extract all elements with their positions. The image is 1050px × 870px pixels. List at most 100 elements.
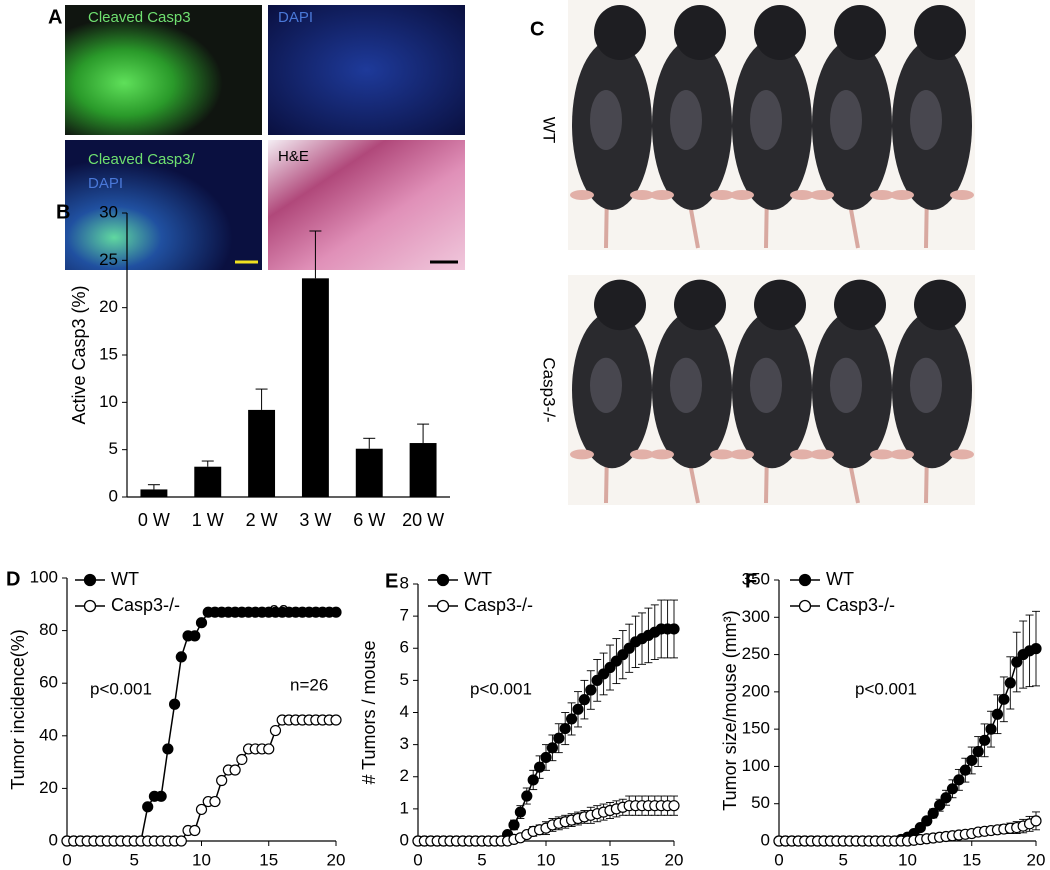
x-tick-label: 0	[774, 850, 783, 869]
point	[972, 745, 984, 758]
paw	[570, 449, 594, 460]
point	[940, 792, 952, 804]
point	[914, 821, 926, 834]
point	[927, 807, 939, 820]
point	[985, 723, 997, 735]
legend-label: Casp3-/-	[464, 595, 533, 615]
mouse-head	[754, 5, 806, 60]
point	[263, 743, 275, 755]
point	[998, 693, 1010, 705]
y-tick-label: 2	[400, 766, 409, 785]
mouse-patch	[590, 90, 622, 150]
x-tick-label: 20	[327, 850, 346, 869]
point	[553, 732, 565, 744]
legend-marker	[83, 599, 97, 613]
y-tick-label: 60	[39, 673, 58, 692]
paw	[630, 190, 654, 200]
y-tick-label: 4	[400, 702, 409, 721]
x-tick-label: 15	[962, 850, 981, 869]
panel-label: A	[48, 6, 62, 28]
point	[1030, 815, 1042, 827]
point	[527, 774, 539, 786]
point	[1011, 656, 1023, 668]
bar	[140, 489, 168, 497]
paw	[710, 190, 734, 200]
point	[546, 742, 559, 754]
point	[195, 803, 208, 816]
y-tick-label: 50	[751, 793, 770, 812]
point	[269, 724, 282, 737]
y-tick-label: 200	[742, 681, 770, 700]
y-tick-label: 40	[39, 725, 58, 744]
caption: Cleaved Casp3	[88, 9, 191, 26]
y-axis-label: Tumor size/mouse (mm³)	[720, 610, 740, 810]
point	[162, 743, 174, 755]
x-tick-label: 6 W	[353, 510, 385, 530]
point	[585, 684, 597, 696]
x-tick-label: 3 W	[299, 510, 331, 530]
x-tick-label: 0	[62, 850, 71, 869]
y-axis-label: # Tumors / mouse	[359, 640, 379, 784]
x-tick-label: 1 W	[192, 510, 224, 530]
x-tick-label: 2 W	[246, 510, 278, 530]
point	[991, 708, 1004, 720]
point	[175, 835, 187, 847]
y-tick-label: 6	[400, 638, 409, 657]
x-tick-label: 0	[413, 850, 422, 869]
legend-marker	[436, 573, 450, 587]
mouse-patch	[750, 357, 782, 413]
point	[559, 722, 571, 735]
point	[578, 694, 591, 706]
x-tick-label: 5	[477, 850, 486, 869]
paw	[570, 190, 594, 200]
panel-label: C	[530, 18, 544, 40]
y-tick-label: 0	[761, 830, 770, 849]
point	[521, 790, 533, 802]
caption: H&E	[278, 148, 309, 165]
paw	[950, 190, 974, 200]
mouse-patch	[590, 357, 622, 413]
y-tick-label: 10	[99, 392, 118, 411]
point	[565, 713, 578, 725]
series-line	[67, 719, 336, 842]
y-axis-label: Active Casp3 (%)	[69, 285, 89, 424]
bar	[409, 443, 437, 497]
point	[195, 617, 208, 629]
paw	[710, 449, 734, 460]
point	[1030, 643, 1042, 655]
paw	[650, 449, 674, 460]
point	[189, 630, 201, 642]
panel-label: B	[56, 201, 70, 223]
y-tick-label: 20	[39, 778, 58, 797]
legend-label: WT	[464, 569, 492, 589]
y-tick-label: 150	[742, 719, 770, 738]
bar	[301, 278, 329, 497]
x-tick-label: 5	[130, 850, 139, 869]
y-tick-label: 7	[400, 606, 409, 625]
point	[189, 824, 201, 837]
bar	[355, 448, 383, 497]
y-tick-label: 0	[49, 830, 58, 849]
point	[921, 815, 933, 827]
micrograph	[65, 140, 262, 270]
group-label: Casp3-/-	[540, 357, 559, 422]
point	[514, 806, 527, 818]
mouse-head	[914, 5, 966, 60]
mouse-patch	[910, 357, 942, 413]
mouse-head	[674, 5, 726, 60]
micrograph	[65, 5, 262, 135]
annotation: p<0.001	[855, 679, 917, 698]
y-tick-label: 8	[400, 573, 409, 592]
mouse-head	[914, 279, 966, 331]
panel-label: F	[745, 570, 757, 592]
y-tick-label: 25	[99, 250, 118, 269]
x-tick-label: 15	[259, 850, 278, 869]
point	[966, 754, 978, 767]
y-tick-label: 5	[400, 670, 409, 689]
mouse-patch	[910, 90, 942, 150]
mouse-head	[594, 279, 646, 331]
paw	[810, 449, 834, 460]
x-tick-label: 10	[192, 850, 211, 869]
legend-marker	[798, 573, 812, 587]
